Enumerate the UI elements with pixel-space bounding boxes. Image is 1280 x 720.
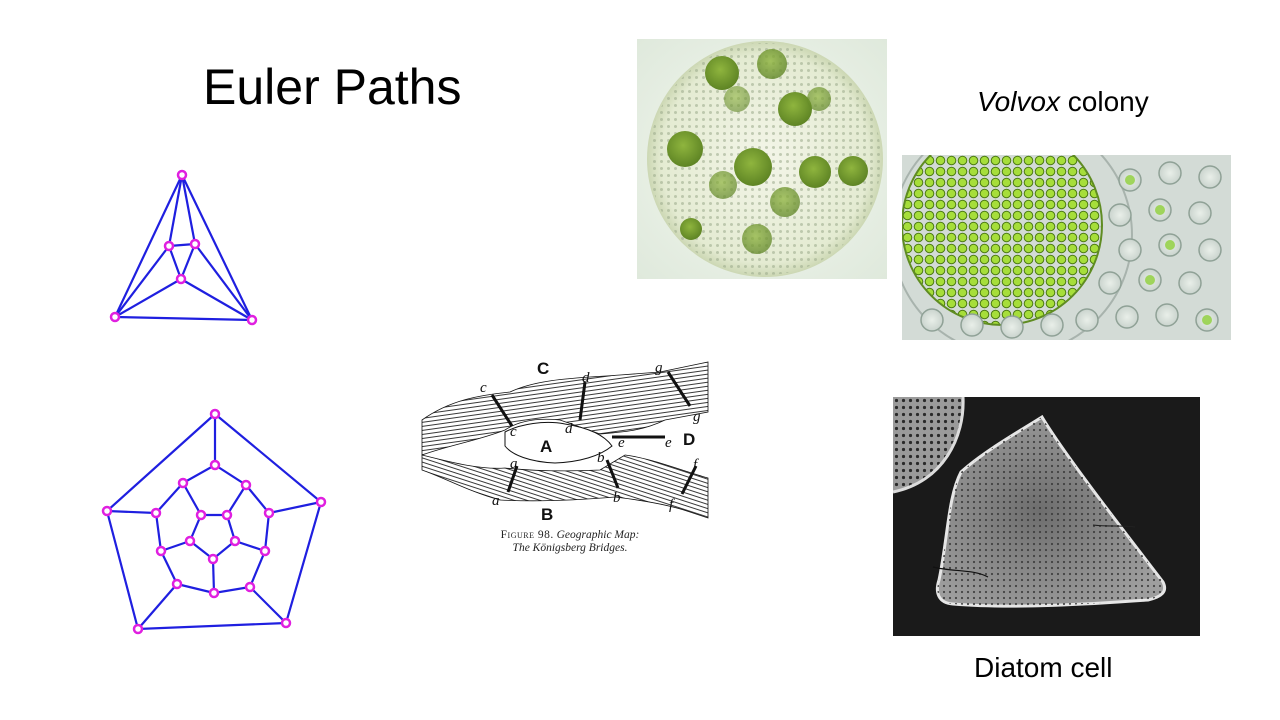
graph-vertex (259, 545, 271, 557)
bridge-label: e (665, 435, 672, 451)
graph-vertex (195, 509, 207, 521)
volvox-caption: Volvox colony (977, 86, 1149, 117)
region-label-d: D (683, 430, 695, 449)
graph-vertex (315, 496, 327, 508)
graph-vertex (163, 240, 175, 252)
bridge-c (490, 394, 514, 427)
graph-vertex (209, 408, 221, 420)
bridge-g (666, 371, 692, 407)
konigsberg-map: C A B D a a b b c c d d e e f f g g (421, 359, 709, 524)
graph-vertex (246, 314, 258, 326)
region-label-c: C (537, 359, 549, 378)
graph-vertex (150, 507, 162, 519)
figure-number: Figure 98. (500, 529, 554, 541)
volvox-closeup-photo (902, 155, 1231, 340)
region-label-a: A (540, 437, 552, 456)
graph-vertex (229, 535, 241, 547)
bridge-label: d (565, 421, 573, 437)
river-north (421, 361, 709, 456)
bridge-label: g (655, 360, 663, 376)
bridge-b (605, 459, 620, 489)
river-south (421, 454, 709, 519)
graph-vertex (189, 238, 201, 250)
bridge-label: f (669, 497, 675, 513)
figure-caption-line1: Geographic Map: (556, 529, 640, 541)
bridge-label: a (510, 456, 518, 472)
figure-caption-line2: The Königsberg Bridges. (512, 542, 628, 554)
graph-vertex (109, 311, 121, 323)
graph-vertex (221, 509, 233, 521)
graph-vertex (132, 623, 144, 635)
diatom-photo (893, 397, 1200, 636)
graph-vertex (101, 505, 113, 517)
graph-vertex (263, 507, 275, 519)
diatom-caption: Diatom cell (974, 652, 1113, 683)
graph-vertex (171, 578, 183, 590)
dodecahedron-graph (101, 408, 327, 635)
bridge-f (680, 465, 698, 495)
bridge-label: e (618, 435, 625, 451)
bridge-label: b (597, 450, 605, 466)
graph-vertex (240, 479, 252, 491)
graph-vertex (207, 553, 219, 565)
volvox-colony-photo (637, 39, 887, 279)
figure-caption: Figure 98. Geographic Map: The Königsber… (470, 529, 670, 555)
bridge-label: c (510, 424, 517, 440)
bridge-label: a (492, 493, 500, 509)
bridge-label: f (693, 457, 699, 473)
graph-vertex (209, 459, 221, 471)
bridge-label: c (480, 380, 487, 396)
graph-vertex (184, 535, 196, 547)
bridge-label: b (613, 490, 621, 506)
bridge-label: g (693, 409, 701, 425)
triangle-graph (109, 169, 258, 326)
graph-vertex (176, 169, 188, 181)
bridge-label: d (582, 370, 590, 386)
region-label-b: B (541, 505, 553, 524)
graph-vertex (244, 581, 256, 593)
graph-vertex (208, 587, 220, 599)
bridge-a (506, 465, 519, 493)
graph-vertex (280, 617, 292, 629)
graph-vertex (175, 273, 187, 285)
graph-vertex (155, 545, 167, 557)
slide-title: Euler Paths (203, 59, 462, 115)
graph-vertex (177, 477, 189, 489)
bridge-d (578, 381, 587, 421)
